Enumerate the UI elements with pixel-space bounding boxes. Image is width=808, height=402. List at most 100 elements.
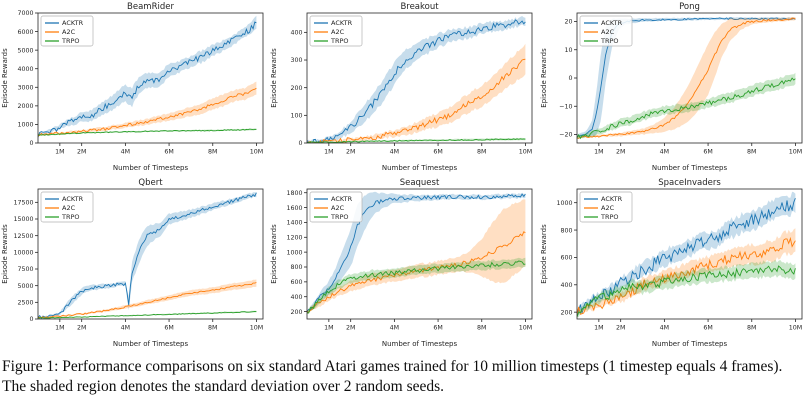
svg-text:4M: 4M [659, 149, 668, 156]
series-lines [307, 191, 527, 315]
svg-text:6M: 6M [703, 325, 712, 332]
svg-text:A2C: A2C [331, 204, 345, 212]
beamrider-chart-svg: 1M 2M 4M 6M 8M 10M 0 1000 2000 3000 4000 5000 6000 70… [1, 2, 264, 172]
svg-text:1400: 1400 [287, 220, 303, 227]
svg-text:−10: −10 [559, 103, 572, 110]
svg-text:ACKTR: ACKTR [331, 195, 353, 203]
svg-text:2500: 2500 [17, 300, 33, 307]
x-axis-label: Number of Timesteps [382, 164, 458, 172]
svg-text:2000: 2000 [17, 103, 33, 110]
svg-text:0: 0 [29, 140, 33, 147]
x-axis-label: Number of Timesteps [652, 340, 728, 348]
svg-text:4M: 4M [659, 325, 668, 332]
svg-text:6M: 6M [164, 325, 173, 332]
svg-text:8M: 8M [208, 149, 217, 156]
chart-spaceinvaders: 1M 2M 4M 6M 8M 10M 200 400 600 800 1000 SpaceInvade… [539, 176, 808, 352]
svg-text:10M: 10M [519, 325, 532, 332]
chart-title: SpaceInvaders [658, 178, 721, 188]
series-lines [576, 191, 796, 318]
svg-text:800: 800 [560, 227, 572, 234]
svg-text:1M: 1M [324, 325, 333, 332]
qbert-chart-svg: 1M 2M 4M 6M 8M 10M 0 2500 5000 7500 10000 12500 1500… [1, 178, 264, 348]
svg-text:3000: 3000 [17, 84, 33, 91]
svg-text:2M: 2M [77, 325, 86, 332]
x-axis-label: Number of Timesteps [382, 340, 458, 348]
svg-text:600: 600 [560, 255, 572, 262]
svg-text:200: 200 [291, 85, 303, 92]
chart-grid: 1M 2M 4M 6M 8M 10M 0 1000 2000 3000 4000 5000 6000 70… [0, 0, 808, 352]
svg-text:1M: 1M [594, 149, 603, 156]
svg-text:−20: −20 [559, 132, 572, 139]
svg-text:1000: 1000 [17, 122, 33, 129]
svg-text:5000: 5000 [17, 47, 33, 54]
svg-text:800: 800 [291, 264, 303, 271]
svg-text:10M: 10M [788, 149, 801, 156]
svg-text:17500: 17500 [13, 200, 33, 207]
svg-text:4M: 4M [390, 149, 399, 156]
y-axis-label: Episode Rewards [540, 48, 548, 108]
series-lines [307, 16, 527, 143]
chart-title: BeamRider [127, 2, 174, 12]
series-lines [38, 15, 257, 138]
x-axis-label: Number of Timesteps [113, 164, 189, 172]
svg-text:6M: 6M [164, 149, 173, 156]
svg-text:400: 400 [560, 282, 572, 289]
svg-text:6000: 6000 [17, 29, 33, 36]
chart-title: Qbert [138, 178, 163, 188]
svg-text:5000: 5000 [17, 283, 33, 290]
svg-text:12500: 12500 [13, 233, 33, 240]
svg-text:ACKTR: ACKTR [601, 19, 623, 27]
svg-text:TRPO: TRPO [600, 213, 619, 221]
svg-text:1M: 1M [55, 325, 64, 332]
svg-text:1M: 1M [594, 325, 603, 332]
svg-text:8M: 8M [477, 149, 486, 156]
svg-text:2M: 2M [346, 325, 355, 332]
svg-text:ACKTR: ACKTR [62, 19, 84, 27]
svg-text:10M: 10M [788, 325, 801, 332]
seaquest-chart-svg: 1M 2M 4M 6M 8M 10M 200 400 600 800 1000 1200 1400 160… [270, 178, 533, 348]
chart-title: Pong [679, 2, 700, 12]
y-axis-label: Episode Rewards [540, 224, 548, 284]
svg-text:A2C: A2C [331, 28, 345, 36]
chart-seaquest: 1M 2M 4M 6M 8M 10M 200 400 600 800 1000 1200 1400 160… [269, 176, 538, 352]
svg-text:10M: 10M [519, 149, 532, 156]
svg-text:1000: 1000 [287, 249, 303, 256]
svg-text:7000: 7000 [17, 10, 33, 17]
spaceinvaders-chart-svg: 1M 2M 4M 6M 8M 10M 200 400 600 800 1000 SpaceInvade… [540, 178, 803, 348]
svg-text:10: 10 [564, 47, 572, 54]
svg-text:6M: 6M [434, 149, 443, 156]
svg-text:15000: 15000 [13, 216, 33, 223]
svg-text:0: 0 [299, 140, 303, 147]
chart-qbert: 1M 2M 4M 6M 8M 10M 0 2500 5000 7500 10000 12500 1500… [0, 176, 269, 352]
chart-beamrider: 1M 2M 4M 6M 8M 10M 0 1000 2000 3000 4000 5000 6000 70… [0, 0, 269, 176]
svg-text:7500: 7500 [17, 266, 33, 273]
svg-text:TRPO: TRPO [600, 37, 619, 45]
svg-text:1600: 1600 [287, 205, 303, 212]
figure-caption: Figure 1: Performance comparisons on six… [2, 358, 783, 396]
y-axis-label: Episode Rewards [270, 48, 278, 108]
svg-text:10000: 10000 [13, 250, 33, 257]
svg-text:TRPO: TRPO [330, 213, 349, 221]
svg-text:A2C: A2C [601, 204, 615, 212]
svg-text:A2C: A2C [62, 204, 76, 212]
chart-pong: 1M 2M 4M 6M 8M 10M −20 −10 0 10 20 Pong Number of Ti… [539, 0, 808, 176]
svg-text:400: 400 [291, 30, 303, 37]
x-axis-label: Number of Timesteps [113, 340, 189, 348]
svg-text:400: 400 [291, 294, 303, 301]
svg-text:20: 20 [564, 19, 572, 26]
y-axis-label: Episode Rewards [1, 48, 9, 108]
svg-text:8M: 8M [208, 325, 217, 332]
svg-text:TRPO: TRPO [61, 37, 80, 45]
svg-text:100: 100 [291, 113, 303, 120]
breakout-chart-svg: 1M 2M 4M 6M 8M 10M 0 100 200 300 400 Breakout Number… [270, 2, 533, 172]
svg-text:TRPO: TRPO [330, 37, 349, 45]
svg-text:8M: 8M [747, 149, 756, 156]
svg-text:2M: 2M [616, 149, 625, 156]
svg-text:1800: 1800 [287, 190, 303, 197]
svg-text:0: 0 [568, 75, 572, 82]
svg-text:8M: 8M [747, 325, 756, 332]
